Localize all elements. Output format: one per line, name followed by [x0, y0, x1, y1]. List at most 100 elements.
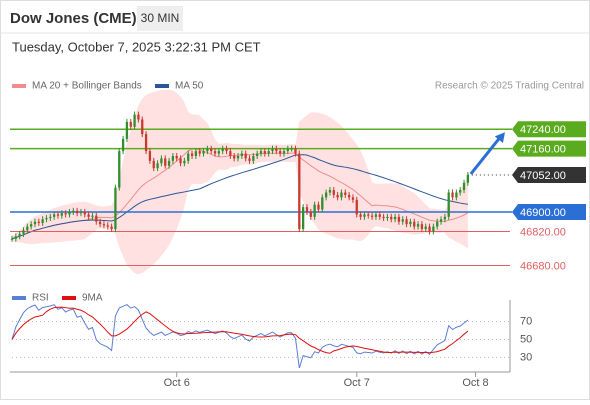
- candle: [56, 214, 60, 216]
- candle: [451, 192, 454, 198]
- level-label-box: [512, 166, 586, 183]
- candle: [45, 218, 48, 220]
- candle: [18, 233, 21, 237]
- candle: [148, 151, 152, 161]
- candle: [363, 214, 366, 217]
- candle: [286, 148, 289, 152]
- candle: [386, 216, 389, 219]
- candle: [102, 224, 106, 226]
- candle: [436, 221, 439, 227]
- candle: [98, 221, 102, 225]
- candle: [83, 211, 86, 215]
- candle: [275, 148, 278, 152]
- candle: [305, 207, 309, 212]
- candle: [294, 148, 297, 154]
- candle: [183, 160, 186, 164]
- candle: [133, 114, 136, 127]
- level-label: 47240.00: [520, 124, 566, 136]
- candle: [397, 216, 401, 222]
- candle: [152, 160, 155, 169]
- candle: [41, 219, 44, 223]
- candle: [459, 190, 462, 193]
- level-label: 46680.00: [520, 260, 566, 272]
- candle: [359, 214, 362, 217]
- candle: [37, 221, 40, 223]
- legend-label: MA 20 + Bollinger Bands: [32, 81, 142, 92]
- candle: [244, 153, 247, 159]
- candle: [455, 192, 458, 198]
- candle: [443, 216, 447, 220]
- x-tick-label: Oct 7: [344, 377, 370, 389]
- level-label: 47160.00: [520, 144, 566, 156]
- candle: [370, 215, 374, 217]
- candle: [401, 219, 404, 222]
- candle: [118, 151, 121, 188]
- legend-swatch: [12, 296, 26, 300]
- ma50-line: [11, 154, 468, 240]
- candle: [171, 155, 175, 161]
- candle: [179, 158, 182, 164]
- candle: [95, 215, 98, 222]
- candle: [382, 216, 385, 219]
- candle: [129, 121, 132, 127]
- candle: [313, 204, 316, 217]
- candle: [236, 155, 240, 159]
- candle: [248, 158, 251, 161]
- source: Research © 2025 Trading Central: [435, 81, 584, 92]
- candle: [428, 226, 431, 232]
- level-label-box: [512, 140, 586, 157]
- candle: [26, 226, 29, 231]
- candle: [374, 214, 378, 217]
- candle: [30, 224, 33, 227]
- forecast-arrow: [469, 135, 503, 175]
- candle: [439, 219, 443, 222]
- level-label: 47052.00: [520, 170, 566, 182]
- candle: [87, 214, 90, 217]
- candle: [378, 214, 381, 217]
- rsi-tick-label: 70: [520, 315, 532, 327]
- candle: [405, 219, 408, 225]
- candle: [68, 211, 71, 215]
- candle: [263, 151, 266, 154]
- candle: [14, 236, 17, 239]
- ma20-line: [11, 148, 469, 240]
- candle: [10, 238, 14, 240]
- legend-label: RSI: [32, 293, 49, 304]
- candle: [121, 138, 125, 152]
- candle: [393, 216, 397, 220]
- candle: [49, 216, 52, 219]
- candle: [240, 153, 243, 156]
- candle: [340, 192, 343, 198]
- candle: [355, 199, 358, 215]
- candle: [125, 121, 129, 139]
- candle: [221, 148, 224, 152]
- candle: [229, 151, 232, 156]
- candle: [413, 221, 416, 227]
- candle: [298, 153, 301, 230]
- candle: [271, 148, 274, 152]
- candle: [110, 226, 113, 230]
- x-tick-label: Oct 6: [164, 377, 190, 389]
- candle: [424, 226, 427, 230]
- timeframe-box: [137, 6, 183, 31]
- legend-label: MA 50: [175, 81, 204, 92]
- candle: [259, 151, 263, 154]
- candle: [351, 197, 355, 200]
- candle: [52, 214, 56, 217]
- candle: [301, 207, 305, 230]
- candle: [164, 158, 167, 166]
- level-label: 46820.00: [520, 226, 566, 238]
- candle: [290, 148, 293, 150]
- candle: [114, 187, 117, 230]
- legend-swatch: [12, 84, 26, 88]
- level-label: 46900.00: [520, 207, 566, 219]
- candle: [64, 213, 67, 215]
- candle: [462, 182, 466, 191]
- candle: [22, 230, 25, 234]
- candle: [79, 211, 83, 214]
- candle: [190, 153, 194, 156]
- candle: [317, 204, 320, 210]
- candle: [225, 148, 228, 152]
- candle: [137, 114, 140, 120]
